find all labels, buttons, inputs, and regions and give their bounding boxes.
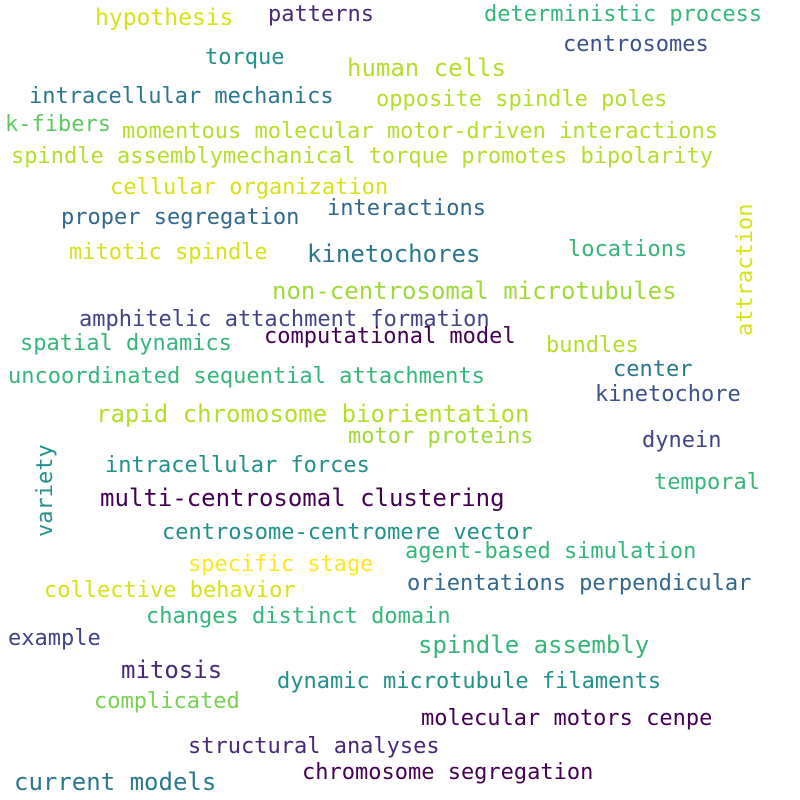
word-spatial-dynamics: spatial dynamics <box>20 331 232 356</box>
word-opposite-spindle-poles: opposite spindle poles <box>376 87 668 112</box>
word-multi-centrosomal-clustering: multi-centrosomal clustering <box>100 484 505 512</box>
word-dynamic-microtubule-filaments: dynamic microtubule filaments <box>277 669 662 694</box>
word-torque: torque <box>205 45 285 70</box>
word-structural-analyses: structural analyses <box>188 734 440 759</box>
word-center: center <box>613 357 693 382</box>
word-intracellular-forces: intracellular forces <box>105 453 370 478</box>
word-k-fibers: k-fibers <box>5 112 111 137</box>
word-rapid-chromosome-biorientation: rapid chromosome biorientation <box>96 400 530 428</box>
word-patterns: patterns <box>268 2 374 27</box>
word-proper-segregation: proper segregation <box>61 205 300 230</box>
word-complicated: complicated <box>94 689 240 714</box>
word-orientations-perpendicular: orientations perpendicular <box>407 571 752 596</box>
word-attraction: attraction <box>733 203 758 336</box>
word-agent-based-simulation: agent-based simulation <box>405 539 697 564</box>
word-momentous-molecular-motor-driven-interactions: momentous molecular motor-driven interac… <box>122 119 719 144</box>
word-collective-behavior: collective behavior <box>44 578 296 603</box>
word-spindle-assembly: spindle assembly <box>418 631 650 659</box>
word-cellular-organization: cellular organization <box>110 175 389 200</box>
word-changes-distinct-domain: changes distinct domain <box>146 604 451 629</box>
word-molecular-motors-cenpe: molecular motors cenpe <box>421 706 713 731</box>
word-spindle-assembly-torque-bipolarity: spindle assemblymechanical torque promot… <box>11 144 713 169</box>
word-motor-proteins: motor proteins <box>348 424 534 449</box>
word-computational-model: computational model <box>264 324 516 349</box>
word-kinetochore: kinetochore <box>595 382 741 407</box>
word-example: example <box>8 626 101 651</box>
word-amphitelic-attachment-formation: amphitelic attachment formation <box>79 307 490 332</box>
word-mitotic-spindle: mitotic spindle <box>69 240 268 265</box>
word-bundles: bundles <box>546 333 639 358</box>
word-interactions: interactions <box>327 196 486 221</box>
word-chromosome-segregation: chromosome segregation <box>302 760 594 785</box>
word-uncoordinated-sequential-attachments: uncoordinated sequential attachments <box>8 364 485 389</box>
word-hypothesis: hypothesis <box>95 5 234 31</box>
word-intracellular-mechanics: intracellular mechanics <box>29 84 334 109</box>
word-non-centrosomal-microtubules: non-centrosomal microtubules <box>272 277 677 305</box>
word-human-cells: human cells <box>347 54 506 82</box>
word-variety: variety <box>33 444 58 537</box>
word-centrosome-centromere-vector: centrosome-centromere vector <box>162 520 533 545</box>
word-dynein: dynein <box>642 428 722 453</box>
word-temporal: temporal <box>654 470 760 495</box>
word-centrosomes: centrosomes <box>563 32 709 57</box>
word-locations: locations <box>568 237 688 262</box>
word-specific-stage: specific stage <box>188 552 374 577</box>
word-deterministic-process: deterministic process <box>484 2 763 27</box>
word-current-models: current models <box>14 768 217 796</box>
word-mitosis: mitosis <box>121 656 223 684</box>
word-kinetochores: kinetochores <box>307 240 481 268</box>
